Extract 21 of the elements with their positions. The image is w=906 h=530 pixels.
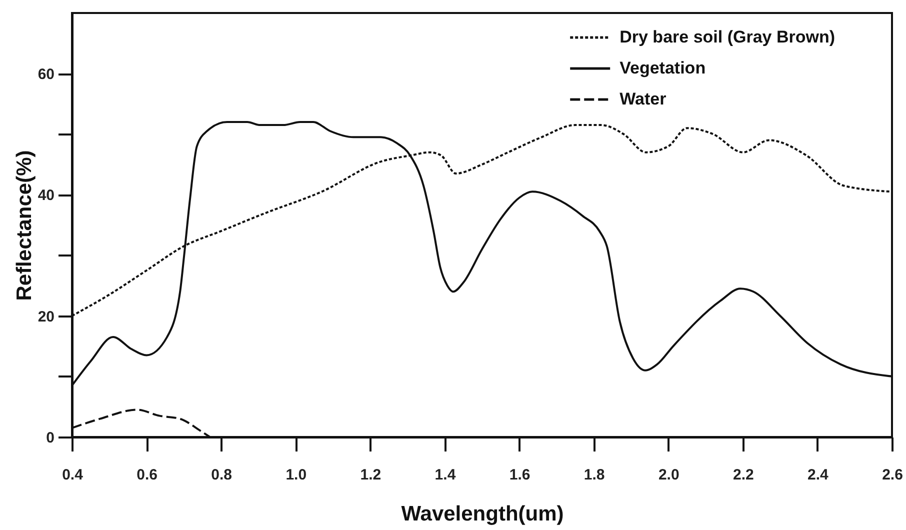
x-tick-label: 2.4: [808, 466, 830, 484]
x-tick-label: 2.2: [732, 466, 754, 484]
y-tick-label: 40: [38, 187, 54, 204]
x-tick-label: 2.0: [658, 466, 680, 484]
y-axis-title: Reflectance(%): [12, 150, 36, 301]
x-tick-label: 0.8: [211, 466, 232, 484]
x-tick-label: 1.2: [360, 466, 382, 484]
legend-label: Vegetation: [620, 58, 706, 78]
x-tick-label: 2.6: [882, 466, 903, 484]
legend-label: Water: [620, 90, 667, 108]
x-tick-label: 1.0: [286, 466, 307, 484]
x-tick-label: 1.8: [584, 466, 605, 484]
x-tick-label: 0.6: [136, 466, 158, 484]
x-tick-label: 0.4: [62, 466, 84, 484]
y-tick-label: 0: [46, 430, 54, 446]
x-tick-label: 1.6: [509, 466, 530, 484]
legend-label: Dry bare soil (Gray Brown): [620, 28, 835, 46]
x-axis-title: Wavelength(um): [401, 502, 564, 526]
x-tick-label: 1.4: [434, 466, 456, 484]
y-tick-label: 60: [38, 66, 54, 84]
y-tick-label: 20: [38, 308, 54, 326]
